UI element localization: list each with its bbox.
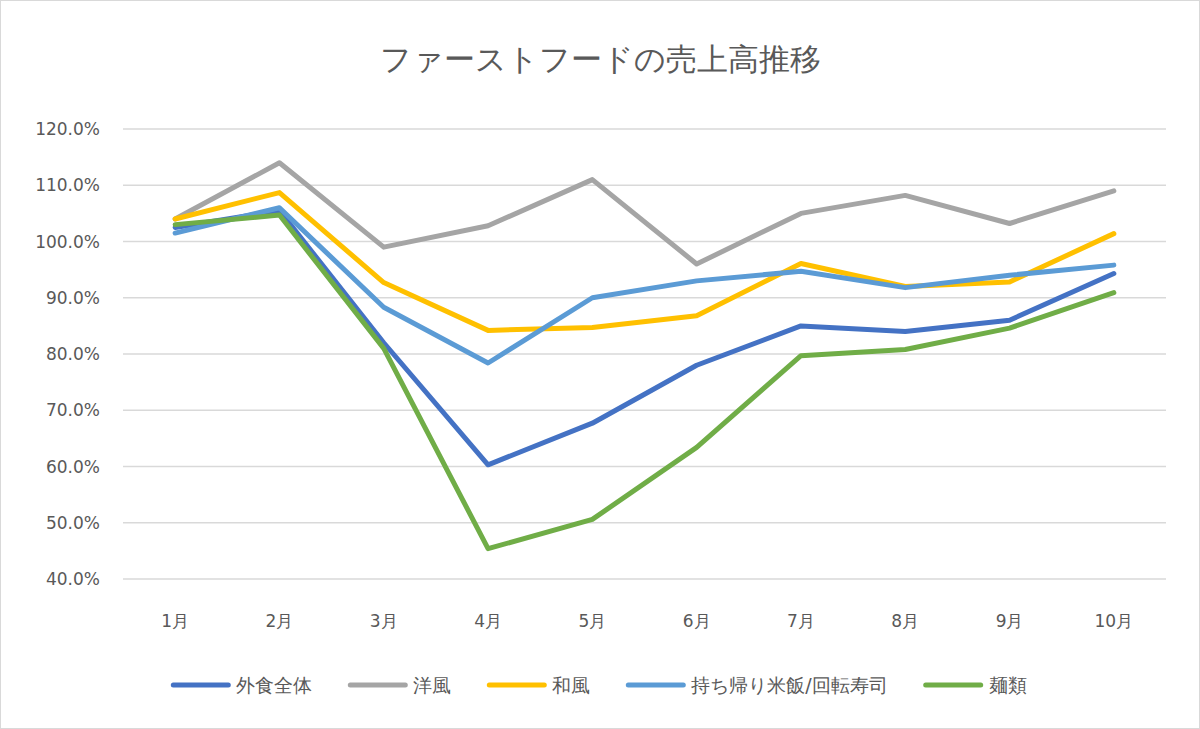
x-tick-label: 1月 (161, 611, 189, 631)
series-group (175, 163, 1114, 549)
y-tick-label: 50.0% (46, 513, 100, 533)
legend-item: 外食全体 (173, 674, 312, 696)
chart-title: ファーストフードの売上高推移 (380, 41, 821, 77)
y-tick-label: 90.0% (46, 288, 100, 308)
chart-container: ファーストフードの売上高推移 40.0% 50.0% 60.0% 70.0% 80.0% 9… (0, 0, 1200, 729)
y-tick-label: 110.0% (35, 175, 100, 195)
legend-swatch (173, 683, 228, 688)
legend-swatch (926, 683, 981, 688)
y-tick-label: 80.0% (46, 344, 100, 364)
x-tick-label: 6月 (683, 611, 711, 631)
grid-line (123, 241, 1166, 242)
legend-label: 和風 (552, 674, 590, 696)
legend-swatch (489, 683, 544, 688)
legend: 外食全体 洋風 和風 持ち帰り米飯/回転寿司 麺類 (173, 674, 1026, 696)
legend-item: 洋風 (350, 674, 451, 696)
chart-svg: ファーストフードの売上高推移 40.0% 50.0% 60.0% 70.0% 80.0% 9… (0, 0, 1200, 729)
series-line (175, 208, 1114, 363)
x-tick-label: 3月 (370, 611, 398, 631)
series-line (175, 215, 1114, 549)
y-tick-label: 100.0% (35, 232, 100, 252)
x-tick-label: 9月 (996, 611, 1024, 631)
grid-line (123, 410, 1166, 411)
y-tick-label: 40.0% (46, 569, 100, 589)
legend-label: 外食全体 (236, 674, 312, 696)
grid-line (123, 578, 1166, 579)
series-line (175, 163, 1114, 264)
y-tick-label: 70.0% (46, 400, 100, 420)
grid-line (123, 522, 1166, 523)
chart-border (1, 1, 1200, 729)
x-tick-label: 5月 (578, 611, 606, 631)
legend-item: 和風 (489, 674, 590, 696)
grid-line (123, 353, 1166, 354)
legend-item: 持ち帰り米飯/回転寿司 (628, 674, 887, 696)
legend-swatch (350, 683, 405, 688)
grid (123, 129, 1166, 579)
grid-line (123, 185, 1166, 186)
grid-line (123, 297, 1166, 298)
y-tick-label: 120.0% (35, 119, 100, 139)
legend-label: 持ち帰り米飯/回転寿司 (691, 674, 887, 696)
grid-line (123, 466, 1166, 467)
x-tick-label: 7月 (787, 611, 815, 631)
x-tick-label: 2月 (266, 611, 294, 631)
y-tick-label: 60.0% (46, 457, 100, 477)
legend-swatch (628, 683, 683, 688)
legend-item: 麺類 (926, 674, 1027, 696)
legend-label: 麺類 (989, 674, 1027, 696)
grid-line (123, 128, 1166, 129)
x-tick-label: 10月 (1095, 611, 1134, 631)
x-tick-label: 4月 (474, 611, 502, 631)
x-tick-label: 8月 (891, 611, 919, 631)
legend-label: 洋風 (413, 674, 451, 696)
